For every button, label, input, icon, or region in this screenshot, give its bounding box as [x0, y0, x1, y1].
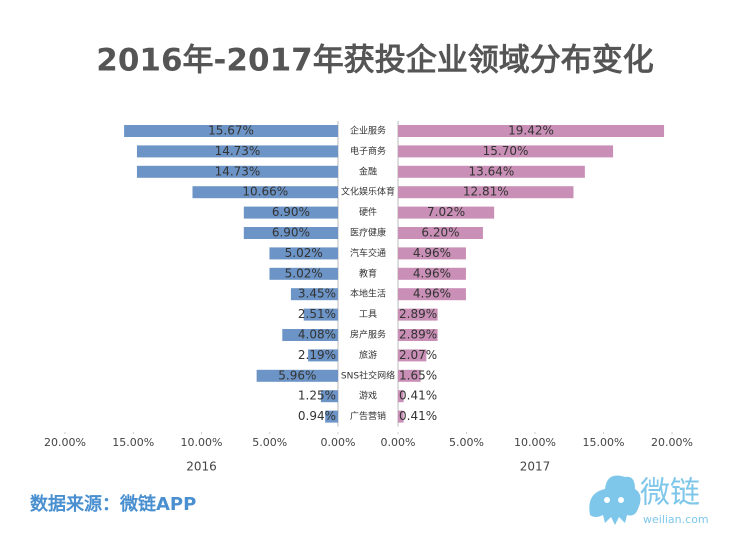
- category-label: 游戏: [359, 390, 377, 402]
- value-label: 6.90%: [272, 226, 310, 240]
- bar: [192, 186, 338, 199]
- bar: [398, 247, 466, 260]
- bar: [269, 267, 338, 280]
- x-tick-label: 5.00%: [449, 436, 484, 449]
- value-label: 4.96%: [413, 246, 451, 260]
- bar: [243, 227, 338, 239]
- x-tick-label: 0.00%: [321, 436, 356, 449]
- value-label: 0.41%: [399, 409, 437, 423]
- category-label: 本地生活: [350, 288, 386, 300]
- value-label: 2.07%: [399, 348, 437, 362]
- bar: [320, 390, 338, 403]
- value-label: 6.90%: [272, 205, 310, 219]
- value-label: 0.41%: [399, 389, 437, 403]
- chart-title: 2016年-2017年获投企业领域分布变化: [96, 43, 653, 79]
- bar: [136, 145, 338, 158]
- value-label: 10.66%: [242, 185, 288, 199]
- category-label: 房产服务: [350, 329, 386, 341]
- logo-icon: [589, 475, 641, 525]
- category-label: 工具: [359, 309, 377, 320]
- series-name: 2016: [186, 460, 217, 474]
- bar: [124, 125, 339, 137]
- x-tick-label: 0.00%: [381, 436, 416, 449]
- x-tick-label: 10.00%: [181, 436, 223, 449]
- value-label: 2.89%: [399, 328, 437, 342]
- category-label: 文化娱乐体育: [341, 186, 395, 198]
- value-label: 2.89%: [399, 307, 437, 321]
- bar: [398, 125, 665, 137]
- series-name: 2017: [520, 460, 551, 474]
- bar: [290, 288, 338, 301]
- source: 数据来源：微链APP: [30, 493, 196, 515]
- value-label: 14.73%: [215, 164, 261, 178]
- value-label: 2.19%: [298, 348, 336, 362]
- value-label: 1.25%: [298, 389, 336, 403]
- category-label: 汽车交通: [350, 247, 386, 259]
- value-label: 4.08%: [298, 328, 336, 342]
- bar: [269, 247, 338, 260]
- value-label: 5.02%: [285, 246, 323, 260]
- bar: [303, 308, 338, 321]
- value-label: 3.45%: [298, 287, 336, 301]
- bar: [398, 227, 483, 239]
- value-label: 15.70%: [483, 144, 529, 158]
- value-label: 19.42%: [508, 124, 554, 138]
- value-label: 1.65%: [399, 368, 437, 382]
- value-label: 5.96%: [278, 368, 316, 382]
- value-label: 0.94%: [298, 409, 336, 423]
- bar: [398, 410, 404, 423]
- bar: [398, 390, 404, 403]
- category-label: 广告营销: [350, 410, 386, 422]
- bar: [398, 329, 438, 341]
- logo-name: 微链: [640, 476, 700, 511]
- x-tick-label: 20.00%: [44, 436, 86, 449]
- bar: [398, 308, 438, 321]
- logo-url: weilian.com: [643, 513, 709, 526]
- category-label: 企业服务: [350, 125, 386, 137]
- bar: [136, 165, 338, 178]
- x-tick-label: 20.00%: [651, 436, 693, 449]
- value-label: 6.20%: [421, 226, 459, 240]
- x-tick-label: 10.00%: [514, 436, 556, 449]
- value-label: 12.81%: [463, 185, 509, 199]
- category-label: 硬件: [359, 206, 377, 218]
- bar: [282, 329, 338, 341]
- bar: [398, 267, 466, 280]
- logo-eye: [604, 497, 610, 503]
- x-tick-label: 5.00%: [252, 436, 287, 449]
- bar: [398, 145, 614, 158]
- bar: [398, 186, 574, 199]
- x-tick-label: 15.00%: [583, 436, 625, 449]
- bar: [398, 349, 427, 362]
- value-label: 4.96%: [413, 287, 451, 301]
- category-label: 教育: [359, 267, 377, 279]
- value-label: 14.73%: [215, 144, 261, 158]
- x-tick-label: 15.00%: [112, 436, 154, 449]
- logo: 微链 weilian.com: [589, 475, 709, 526]
- bar: [325, 410, 338, 423]
- category-label: 旅游: [359, 349, 377, 361]
- category-label: SNS社交网络: [341, 369, 395, 381]
- bar: [308, 349, 338, 362]
- bar: [398, 369, 421, 382]
- value-label: 13.64%: [469, 164, 515, 178]
- value-label: 2.51%: [298, 307, 336, 321]
- value-label: 4.96%: [413, 266, 451, 280]
- category-label: 电子商务: [350, 145, 386, 157]
- bar: [398, 165, 585, 178]
- value-label: 7.02%: [427, 205, 465, 219]
- category-label: 金融: [359, 165, 377, 177]
- bar: [398, 206, 495, 219]
- bar: [256, 369, 338, 382]
- value-label: 15.67%: [208, 124, 254, 138]
- category-label: 医疗健康: [350, 227, 386, 239]
- bar: [398, 288, 466, 301]
- logo-eye: [618, 497, 624, 503]
- value-label: 5.02%: [285, 266, 323, 280]
- bar: [243, 206, 338, 219]
